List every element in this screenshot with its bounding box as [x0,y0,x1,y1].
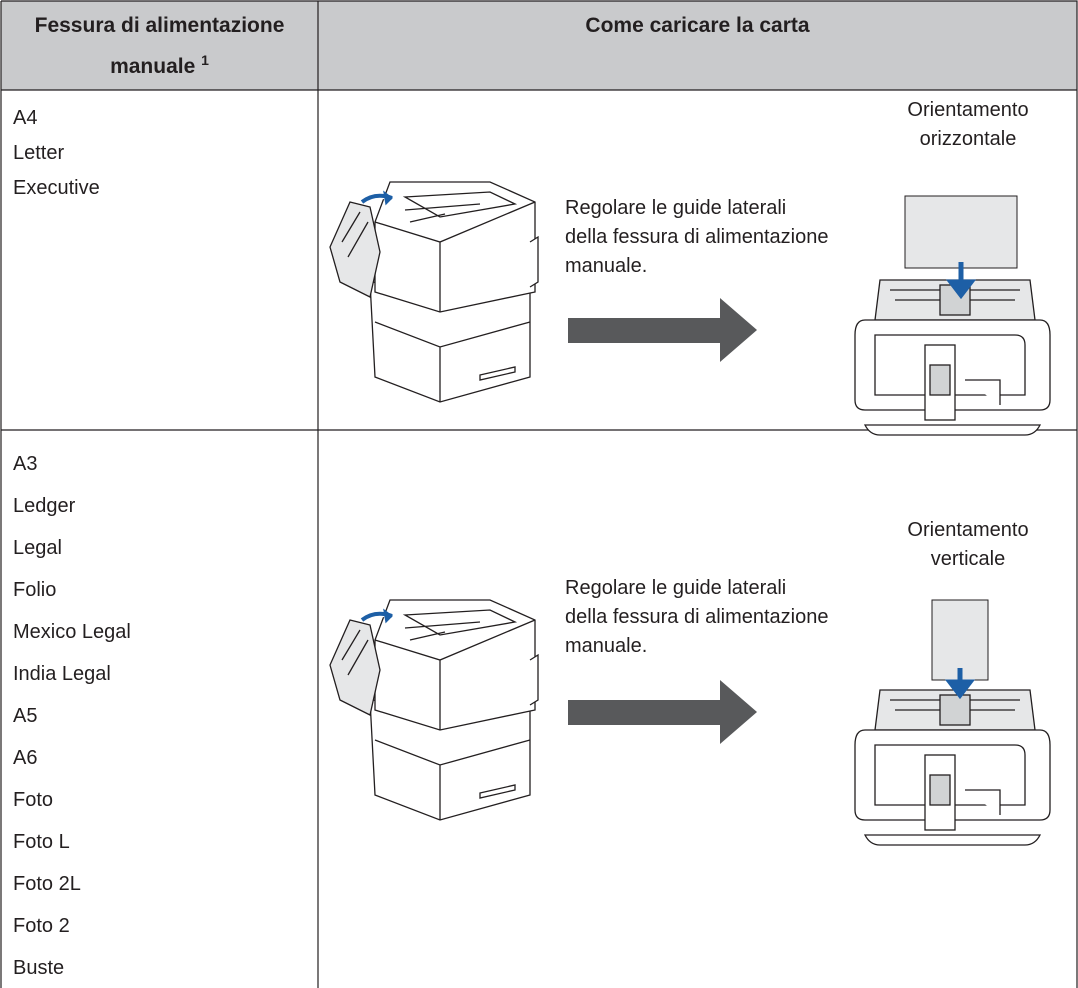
size-label: Executive [13,177,100,199]
header-cell: Fessura di alimentazione manuale 1 [1,9,318,84]
size-label: Folio [13,579,57,601]
orientation: Orientamento orizzontale [907,99,1029,150]
instruction: Regolare le guide laterali della fessura… [565,577,829,657]
size-label: Mexico Legal [13,621,131,643]
instruction: Regolare le guide laterali della fessura… [565,197,829,277]
size-label: A5 [13,705,38,727]
size-label: Foto 2L [13,873,81,895]
footnote-ref: 1 [201,52,209,68]
size-label: Ledger [13,495,76,517]
size-label: India Legal [13,663,111,685]
header-cell: Come caricare la carta [585,14,810,37]
printer-illustration [328,180,540,404]
size-label: Letter [13,142,65,164]
down-arrow [945,262,977,300]
right-arrow [568,298,757,362]
size-label: Foto L [13,831,70,853]
down-arrow [944,668,976,700]
header-text: Fessura di alimentazione manuale [34,14,285,78]
printer-top-illustration [854,689,1051,846]
paper-landscape [904,195,1018,269]
header-bg [1,1,1077,90]
orientation: Orientamento verticale [907,519,1029,570]
size-label: Legal [13,537,62,559]
size-label: Foto [13,789,54,811]
size-label: A3 [13,453,38,475]
size-label: Foto 2 [13,915,70,937]
printer-illustration [328,598,540,822]
right-arrow [568,680,757,744]
printer-top-illustration [854,279,1051,436]
size-label: Buste [13,957,65,979]
size-label: A4 [13,107,38,129]
paper-portrait [931,599,989,681]
size-label: A6 [13,747,38,769]
